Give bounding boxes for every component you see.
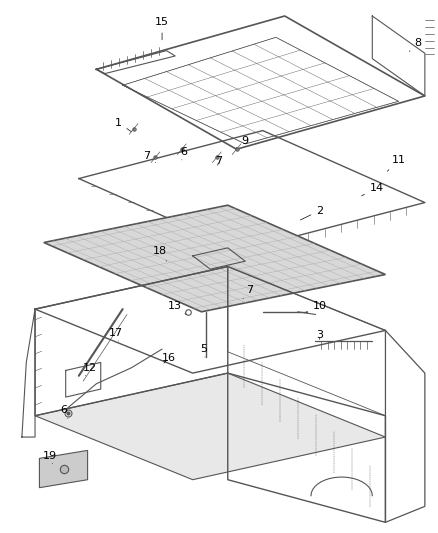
- Text: 3: 3: [316, 330, 323, 340]
- Polygon shape: [39, 450, 88, 488]
- Text: 15: 15: [155, 18, 169, 40]
- Text: 7: 7: [143, 151, 155, 163]
- Text: 16: 16: [162, 353, 176, 363]
- Text: 1: 1: [115, 118, 131, 132]
- Polygon shape: [35, 373, 385, 480]
- Polygon shape: [44, 205, 385, 312]
- Text: 17: 17: [109, 328, 123, 341]
- Text: 8: 8: [410, 38, 422, 51]
- Text: 13: 13: [168, 302, 186, 314]
- Text: 2: 2: [300, 206, 323, 220]
- Text: 11: 11: [387, 155, 406, 171]
- Text: 7: 7: [215, 156, 223, 166]
- Text: 10: 10: [307, 302, 327, 312]
- Text: 12: 12: [83, 363, 97, 376]
- Text: 9: 9: [237, 136, 249, 148]
- Text: 7: 7: [243, 286, 253, 298]
- Text: 6: 6: [60, 406, 68, 418]
- Text: 19: 19: [43, 451, 57, 464]
- Text: 6: 6: [180, 147, 187, 160]
- Text: 5: 5: [200, 344, 207, 357]
- Text: 18: 18: [153, 246, 167, 261]
- Text: 14: 14: [362, 183, 384, 196]
